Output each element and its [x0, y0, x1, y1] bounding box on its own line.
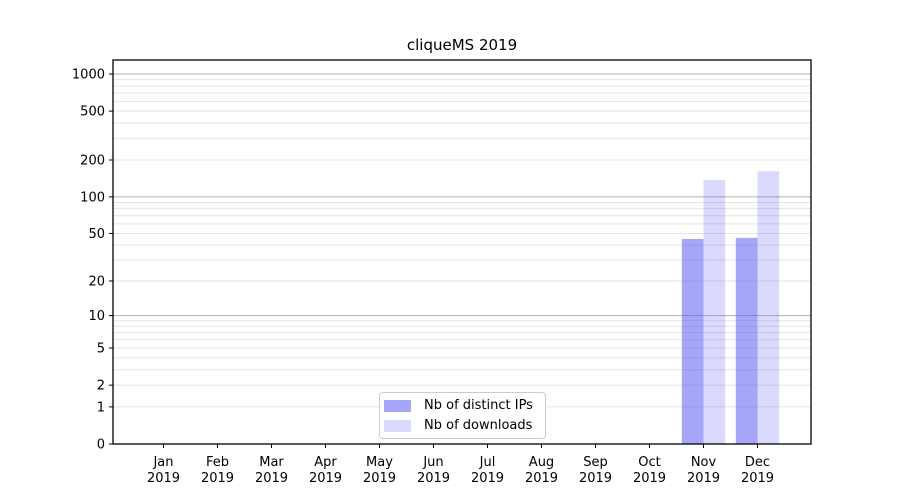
legend-item-distinct-ips: Nb of distinct IPs [384, 396, 539, 416]
x-tick-label: Oct 2019 [633, 455, 666, 486]
x-tick-label: Aug 2019 [525, 455, 558, 486]
x-tick-label: Mar 2019 [255, 455, 288, 486]
legend-swatch-distinct-ips [384, 399, 411, 412]
chart-title: cliqueMS 2019 [406, 36, 518, 54]
y-tick-label: 1 [97, 400, 105, 415]
x-tick-label: Apr 2019 [309, 455, 342, 486]
y-tick-label: 500 [80, 105, 105, 120]
y-tick-label: 10 [88, 309, 105, 324]
bar-dec-downloads [757, 171, 780, 444]
y-tick-label: 100 [80, 190, 105, 205]
legend: Nb of distinct IPs Nb of downloads [379, 392, 546, 439]
x-tick-label: Feb 2019 [201, 455, 234, 486]
x-tick-label: Sep 2019 [579, 455, 612, 486]
legend-item-downloads: Nb of downloads [384, 416, 539, 436]
x-tick-label: Jul 2019 [471, 455, 504, 486]
plot-frame [112, 59, 812, 445]
bar-dec-ips [735, 237, 758, 444]
x-tick-label: Jan 2019 [147, 455, 180, 486]
legend-swatch-downloads [384, 419, 411, 432]
legend-label-distinct-ips: Nb of distinct IPs [424, 398, 533, 413]
y-tick-label: 20 [88, 274, 105, 289]
y-tick-label: 200 [80, 154, 105, 169]
y-tick-label: 0 [97, 438, 105, 453]
x-tick-label: Dec 2019 [741, 455, 774, 486]
x-tick-label: Jun 2019 [417, 455, 450, 486]
y-tick-label: 2 [97, 379, 105, 394]
y-tick-label: 5 [97, 342, 105, 357]
x-tick-label: May 2019 [363, 455, 396, 486]
bar-nov-downloads [703, 180, 726, 444]
y-tick-label: 1000 [72, 68, 105, 83]
x-tick-label: Nov 2019 [687, 455, 720, 486]
legend-label-downloads: Nb of downloads [424, 418, 533, 433]
y-tick-label: 50 [88, 227, 105, 242]
bar-nov-ips [681, 238, 704, 444]
